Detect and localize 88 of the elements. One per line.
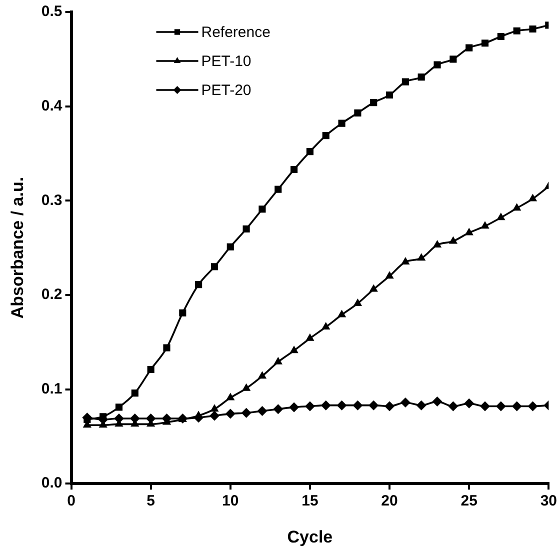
point bbox=[434, 61, 441, 68]
point bbox=[242, 225, 250, 232]
point bbox=[195, 281, 202, 288]
point bbox=[369, 284, 378, 292]
point bbox=[352, 400, 363, 410]
point bbox=[274, 186, 282, 193]
point bbox=[274, 356, 282, 364]
point bbox=[290, 346, 298, 354]
point bbox=[241, 408, 252, 418]
point bbox=[226, 243, 234, 250]
point bbox=[513, 27, 520, 34]
x-tick-label: 30 bbox=[540, 492, 557, 510]
point bbox=[131, 390, 138, 397]
point bbox=[464, 398, 474, 408]
point bbox=[242, 383, 251, 391]
point bbox=[496, 212, 506, 220]
point bbox=[210, 404, 219, 412]
point bbox=[258, 371, 267, 379]
point bbox=[512, 203, 522, 211]
y-tick-label: 0.3 bbox=[41, 192, 62, 209]
point bbox=[338, 120, 346, 127]
point bbox=[496, 401, 506, 412]
point bbox=[480, 401, 490, 412]
point bbox=[401, 256, 410, 264]
point bbox=[385, 271, 394, 279]
y-tick-label: 0.0 bbox=[41, 474, 62, 492]
point bbox=[289, 402, 300, 412]
legend-label: PET-10 bbox=[201, 53, 252, 70]
point bbox=[322, 322, 330, 330]
legend-label: Reference bbox=[201, 24, 270, 42]
y-tick-label: 0.4 bbox=[41, 97, 63, 114]
point bbox=[448, 401, 458, 412]
point bbox=[370, 99, 378, 106]
point bbox=[337, 310, 346, 318]
point bbox=[225, 408, 236, 419]
y-axis-title: Absorbance / a.u. bbox=[8, 176, 27, 319]
point bbox=[417, 253, 426, 261]
point bbox=[226, 392, 235, 400]
point bbox=[322, 132, 330, 140]
y-tick-label: 0.1 bbox=[41, 380, 62, 398]
x-tick-label: 25 bbox=[460, 492, 478, 510]
point bbox=[304, 401, 315, 412]
point bbox=[258, 206, 266, 213]
point bbox=[512, 401, 522, 412]
point bbox=[306, 333, 314, 341]
x-tick-label: 0 bbox=[67, 492, 76, 510]
point bbox=[320, 400, 331, 410]
point bbox=[336, 400, 347, 410]
point bbox=[529, 25, 536, 33]
x-tick-label: 5 bbox=[146, 492, 155, 510]
point bbox=[480, 221, 490, 229]
point bbox=[432, 240, 442, 248]
point bbox=[497, 32, 504, 40]
point bbox=[400, 397, 410, 408]
y-tick-label: 0.5 bbox=[41, 3, 62, 20]
point bbox=[416, 400, 426, 410]
point bbox=[115, 404, 123, 411]
x-tick-label: 20 bbox=[381, 492, 398, 510]
point bbox=[210, 263, 218, 270]
point bbox=[257, 406, 268, 416]
x-tick-label: 15 bbox=[302, 492, 318, 510]
point bbox=[368, 400, 379, 410]
point bbox=[432, 396, 442, 407]
point bbox=[163, 344, 170, 352]
point bbox=[209, 410, 220, 421]
point bbox=[448, 236, 458, 244]
point bbox=[384, 401, 395, 412]
x-axis-title: Cycle bbox=[287, 527, 333, 546]
point bbox=[84, 416, 91, 423]
point bbox=[306, 148, 314, 156]
point bbox=[386, 91, 394, 99]
point bbox=[273, 404, 284, 414]
point bbox=[481, 40, 489, 47]
point bbox=[450, 56, 457, 63]
legend-label: PET-20 bbox=[201, 82, 252, 100]
point bbox=[290, 166, 298, 174]
point bbox=[402, 78, 409, 86]
point bbox=[528, 194, 538, 202]
point bbox=[353, 298, 362, 306]
point bbox=[418, 74, 425, 81]
y-tick-label: 0.2 bbox=[41, 286, 62, 304]
point bbox=[354, 109, 362, 116]
point bbox=[464, 228, 474, 236]
point bbox=[466, 44, 473, 52]
x-tick-label: 10 bbox=[222, 492, 239, 510]
point bbox=[147, 366, 154, 374]
point bbox=[528, 401, 538, 412]
point bbox=[179, 309, 186, 316]
